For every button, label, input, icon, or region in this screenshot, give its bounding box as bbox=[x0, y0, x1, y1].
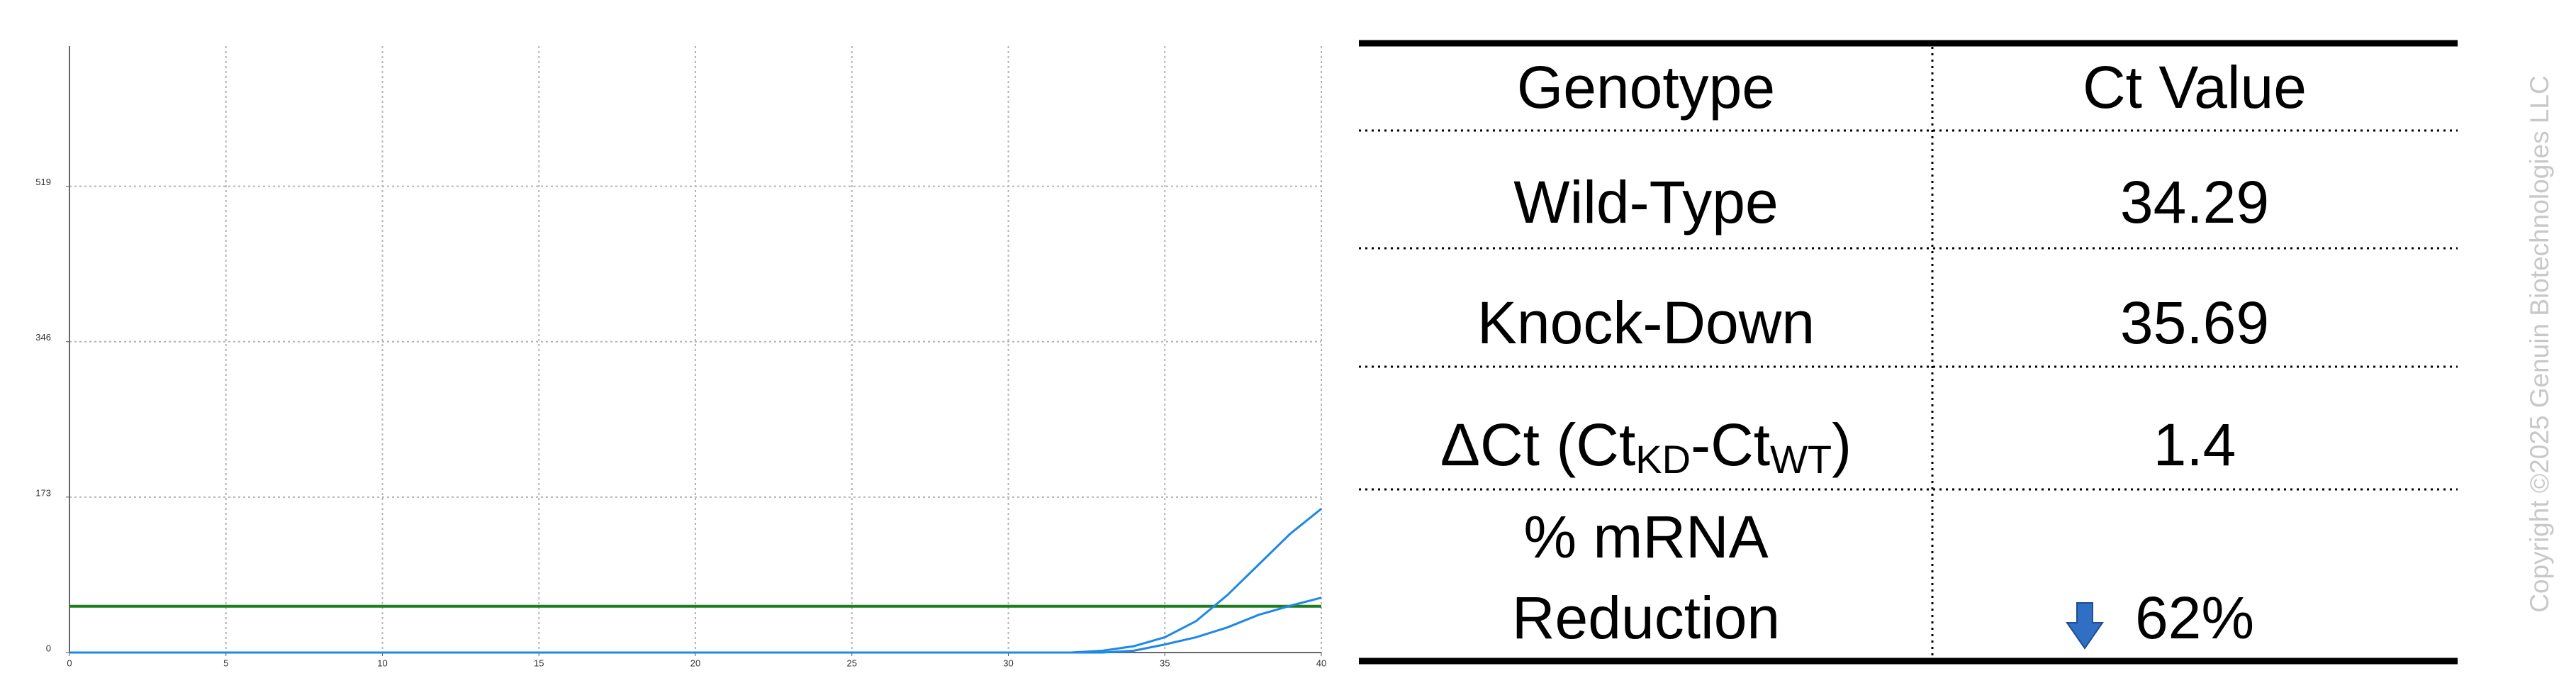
results-table: Genotype Ct Value Wild-Type 34.29 Knock-… bbox=[1359, 40, 2458, 665]
amplification-curve bbox=[69, 508, 1322, 654]
row-value: 62% bbox=[2135, 584, 2254, 651]
x-tick-label: 25 bbox=[847, 658, 857, 668]
x-tick-label: 10 bbox=[377, 658, 387, 668]
label-part: ) bbox=[1832, 411, 1852, 478]
row-value: 35.69 bbox=[2120, 289, 2269, 356]
y-tick-label: 0 bbox=[46, 643, 51, 653]
header-cell: Genotype bbox=[1517, 54, 1775, 121]
row-label: Wild-Type bbox=[1513, 169, 1778, 235]
label-subscript: WT bbox=[1770, 437, 1832, 482]
row-value: 1.4 bbox=[2154, 411, 2236, 478]
down-arrow-icon bbox=[2066, 602, 2104, 650]
label-part: ΔCt (Ct bbox=[1440, 411, 1635, 478]
header-cell: Ct Value bbox=[2083, 54, 2307, 121]
x-tick-label: 30 bbox=[1003, 658, 1013, 668]
x-tick-label: 35 bbox=[1160, 658, 1170, 668]
row-value: 34.29 bbox=[2120, 169, 2269, 235]
amplification-chart: 0 5 10 15 20 25 30 35 40 0 173 346 519 bbox=[35, 46, 1326, 668]
row-label-line: % mRNA bbox=[1523, 504, 1768, 570]
y-tick-label: 173 bbox=[35, 487, 51, 498]
y-tick-label: 346 bbox=[35, 332, 51, 343]
x-tick-label: 40 bbox=[1316, 658, 1326, 668]
x-tick-label: 0 bbox=[67, 658, 72, 668]
x-tick-label: 5 bbox=[223, 658, 228, 668]
label-part: -Ct bbox=[1691, 411, 1770, 478]
label-subscript: KD bbox=[1635, 437, 1691, 482]
row-label: Knock-Down bbox=[1477, 289, 1815, 356]
y-tick-label: 519 bbox=[35, 177, 51, 187]
row-label-line: Reduction bbox=[1512, 584, 1780, 651]
amplification-curve bbox=[69, 597, 1322, 654]
copyright-watermark: Copyright ©2025 Genuin Biotechnologies L… bbox=[2525, 75, 2554, 612]
x-tick-label: 20 bbox=[690, 658, 700, 668]
x-tick-label: 15 bbox=[534, 658, 544, 668]
row-label: ΔCt (CtKD-CtWT) bbox=[1440, 411, 1852, 482]
